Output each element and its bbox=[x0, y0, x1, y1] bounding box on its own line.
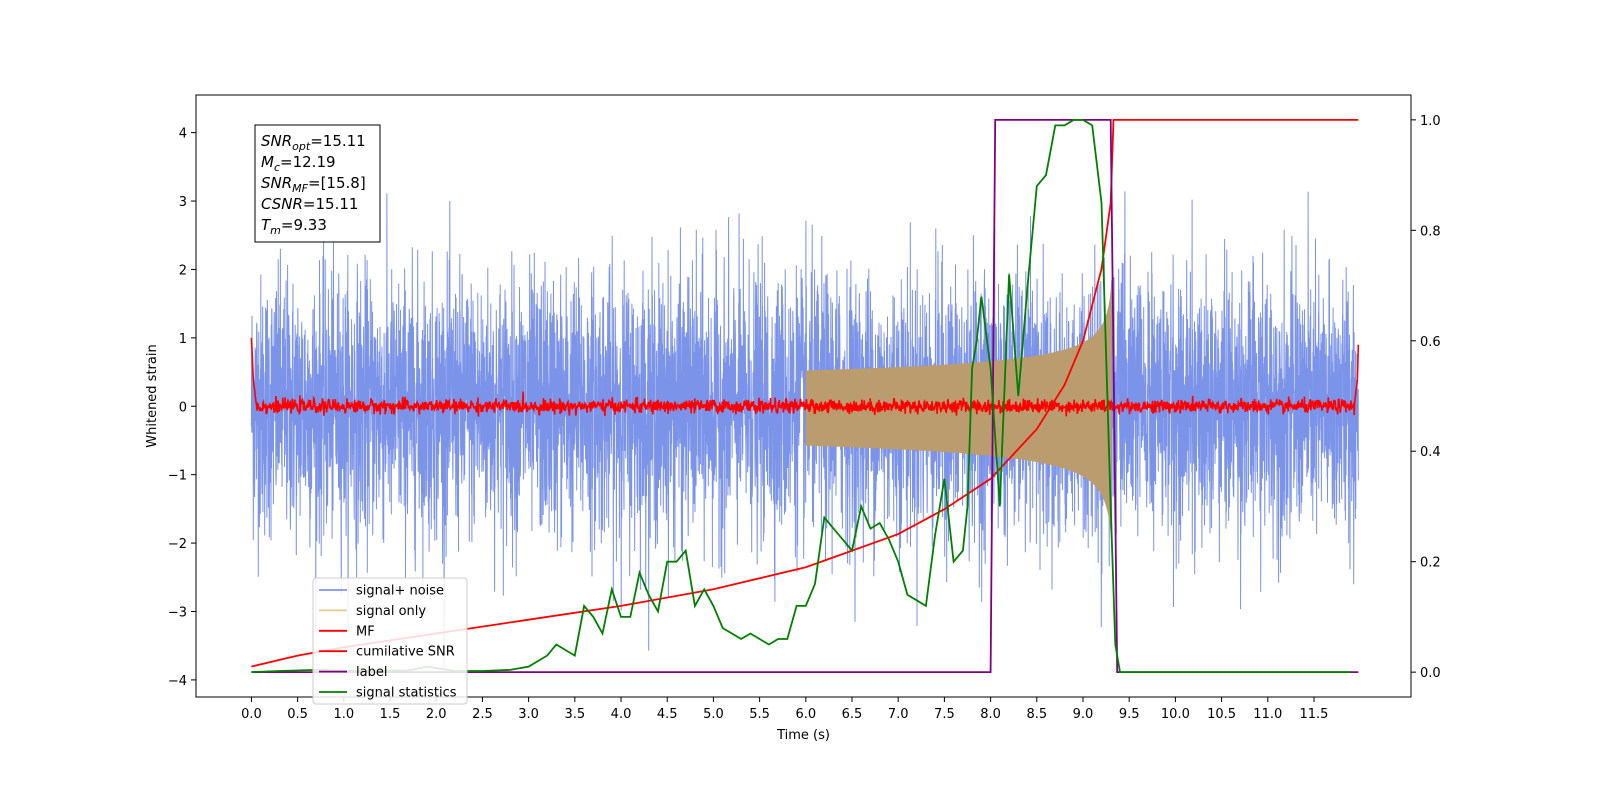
x-tick-label: 9.5 bbox=[1119, 707, 1140, 722]
annotation-line: SNRopt=15.11 bbox=[261, 132, 366, 153]
annotation-frame bbox=[254, 124, 381, 243]
x-tick-label: 11.5 bbox=[1300, 707, 1329, 722]
x-tick-label: 2.5 bbox=[472, 707, 493, 722]
y2-tick-label: 0.2 bbox=[1420, 556, 1441, 571]
y2-tick-label: 1.0 bbox=[1420, 114, 1441, 129]
x-tick-label: 0.5 bbox=[287, 707, 308, 722]
x-tick-label: 5.5 bbox=[749, 707, 770, 722]
y-axis-label: Whitened strain bbox=[145, 344, 160, 447]
annotation-box: SNRopt=15.11Mc=12.19SNRMF=[15.8]CSNR=15.… bbox=[254, 124, 381, 243]
y2-tick-label: 0.6 bbox=[1420, 335, 1441, 350]
x-tick-label: 10.5 bbox=[1207, 707, 1236, 722]
y2-tick-label: 0.0 bbox=[1420, 666, 1441, 681]
annotation-line: Mc=12.19 bbox=[261, 153, 336, 174]
y-tick-label: 4 bbox=[179, 127, 187, 142]
legend-entry: MF bbox=[356, 624, 375, 639]
x-tick-label: 7.0 bbox=[888, 707, 909, 722]
y-tick-label: 3 bbox=[179, 195, 187, 210]
x-tick-label: 5.0 bbox=[703, 707, 724, 722]
signal-only-fill bbox=[805, 277, 1112, 548]
x-tick-label: 2.0 bbox=[426, 707, 447, 722]
y2-tick-label: 0.4 bbox=[1420, 445, 1441, 460]
x-tick-label: 9.0 bbox=[1073, 707, 1094, 722]
legend-entry: cumilative SNR bbox=[356, 645, 455, 660]
y-tick-label: −4 bbox=[168, 674, 187, 689]
signal-statistics-line bbox=[251, 119, 1351, 673]
axis-ticks: 0.0 0.5 1.0 1.5 2.0 2.5 3.0 3.5 4.0 4.5 5.0 5.5 6.0 6… bbox=[168, 114, 1441, 722]
y-tick-label: −2 bbox=[168, 537, 187, 552]
legend: signal+ noise signal only MF cumilative SNR… bbox=[312, 577, 468, 705]
x-tick-label: 6.0 bbox=[795, 707, 816, 722]
y-tick-label: −1 bbox=[168, 469, 187, 484]
x-axis-label: Time (s) bbox=[776, 728, 830, 743]
x-tick-label: 10.0 bbox=[1161, 707, 1190, 722]
y-tick-label: 1 bbox=[179, 332, 187, 347]
x-tick-label: 1.0 bbox=[333, 707, 354, 722]
y-tick-label: 2 bbox=[179, 263, 187, 278]
x-tick-label: 1.5 bbox=[380, 707, 401, 722]
annotation-line: Tm=9.33 bbox=[261, 216, 327, 237]
x-tick-label: 7.5 bbox=[934, 707, 955, 722]
legend-entry: signal statistics bbox=[356, 686, 457, 701]
legend-entry: label bbox=[356, 665, 387, 680]
plot-frame bbox=[195, 94, 1412, 698]
y2-tick-label: 0.8 bbox=[1420, 224, 1441, 239]
y-tick-label: 0 bbox=[179, 400, 187, 415]
x-tick-label: 3.0 bbox=[518, 707, 539, 722]
mf-line bbox=[250, 337, 1360, 417]
x-tick-label: 6.5 bbox=[842, 707, 863, 722]
x-tick-label: 8.5 bbox=[1026, 707, 1047, 722]
legend-frame bbox=[312, 577, 468, 705]
annotation-line: CSNR=15.11 bbox=[261, 195, 358, 213]
signal-only-series bbox=[805, 277, 1112, 548]
x-tick-label: 0.0 bbox=[241, 707, 262, 722]
x-tick-label: 8.0 bbox=[980, 707, 1001, 722]
legend-entry: signal only bbox=[356, 604, 426, 619]
x-tick-label: 4.5 bbox=[657, 707, 678, 722]
legend-entry: signal+ noise bbox=[356, 584, 444, 599]
x-tick-label: 3.5 bbox=[564, 707, 585, 722]
y-tick-label: −3 bbox=[168, 605, 187, 620]
x-tick-label: 11.0 bbox=[1253, 707, 1282, 722]
annotation-line: SNRMF=[15.8] bbox=[261, 174, 366, 195]
x-tick-label: 4.0 bbox=[611, 707, 632, 722]
